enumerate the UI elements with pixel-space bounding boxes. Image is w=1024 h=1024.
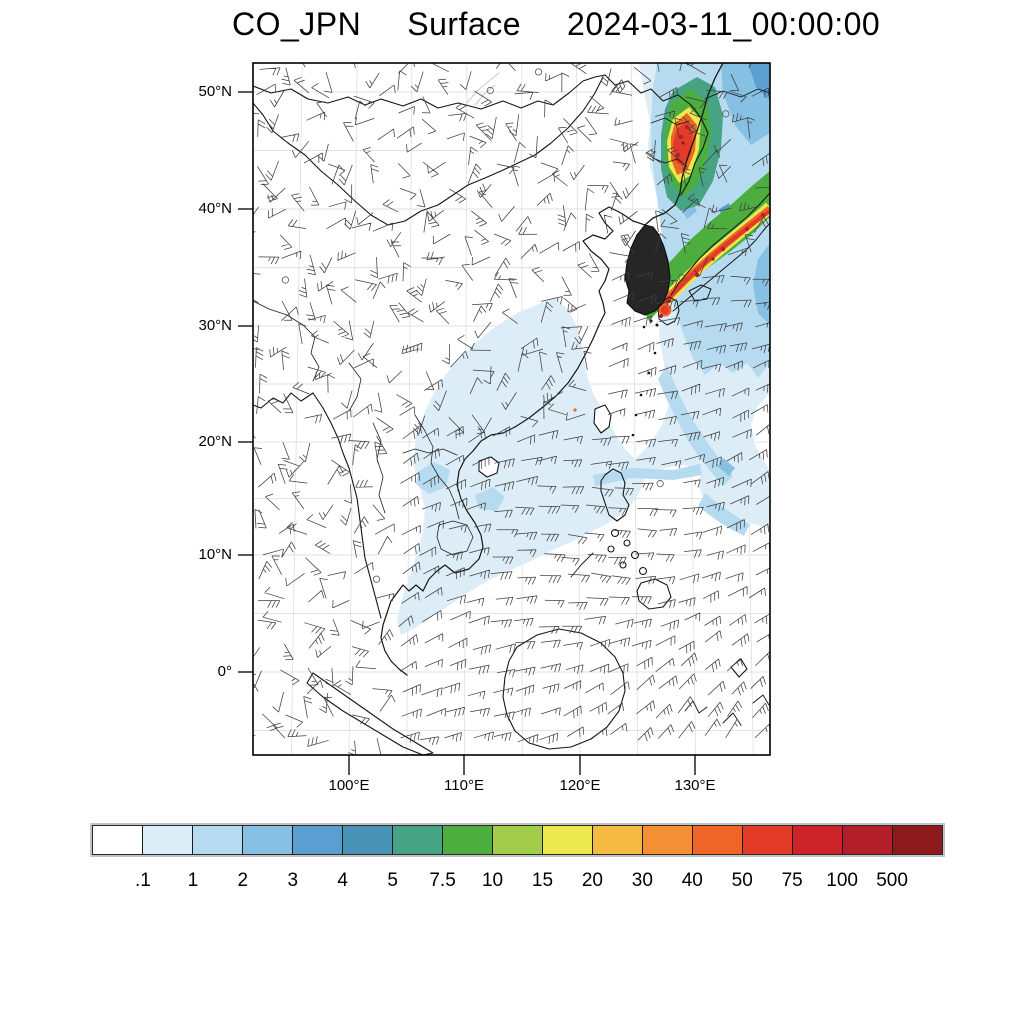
colorbar-cell-14: [743, 826, 793, 854]
colorbar-cell-13: [693, 826, 743, 854]
colorbar-level-label: 1: [187, 870, 199, 891]
colorbar-level-label: 2: [237, 870, 249, 891]
colorbar-level-label: 5: [387, 870, 398, 891]
colorbar-cell-8: [443, 826, 493, 854]
colorbar-cell-5: [293, 826, 343, 854]
colorbar-level-label: 40: [681, 870, 703, 891]
lat-tick-label: 30°N: [198, 317, 232, 334]
plot-title: CO_JPN Surface 2024-03-11_00:00:00: [232, 6, 952, 43]
coastline-layer: [253, 63, 770, 755]
lat-tick-label: 20°N: [198, 433, 232, 450]
colorbar-level-label: 10: [481, 870, 504, 891]
calm-wind-symbol: [534, 68, 543, 76]
colorbar-cell-7: [393, 826, 443, 854]
colorbar-level-label: 75: [781, 870, 803, 891]
colorbar-cell-1: [93, 826, 143, 854]
concentration-fill-layer: [397, 63, 770, 635]
lon-tick-label: 110°E: [444, 777, 484, 794]
title-variable: CO_JPN: [232, 6, 362, 42]
lat-tick-label: 10°N: [198, 546, 232, 563]
calm-wind-symbol: [372, 575, 381, 583]
calm-wind-symbol: [656, 480, 664, 488]
lon-tick-label: 130°E: [674, 777, 716, 794]
colorbar-cell-11: [593, 826, 643, 854]
map-frame: [238, 62, 771, 775]
lat-tick-label: 40°N: [198, 200, 232, 217]
colorbar-cell-9: [493, 826, 543, 854]
colorbar-level-label: 20: [581, 870, 603, 891]
colorbar-cell-10: [543, 826, 593, 854]
colorbar-cell-17: [893, 826, 942, 854]
colorbar-level-label: 50: [731, 870, 753, 891]
calm-wind-symbol: [722, 110, 730, 118]
calm-wind-symbol: [486, 86, 494, 95]
colorbar-cell-4: [243, 826, 293, 854]
colorbar-level-label: 4: [337, 870, 348, 891]
colorbar: [90, 823, 945, 857]
lon-tick-label: 120°E: [559, 777, 601, 794]
lon-tick-label: 100°E: [328, 777, 370, 794]
wind-barbs-layer: [253, 63, 770, 755]
colorbar-cell-15: [793, 826, 843, 854]
colorbar-level-label: 7.5: [429, 870, 456, 891]
colorbar-level-label: 500: [876, 870, 908, 891]
calm-wind-symbol: [678, 274, 686, 282]
colorbar-cell-6: [343, 826, 393, 854]
lat-tick-label: 0°: [217, 663, 232, 680]
colorbar-level-label: 15: [531, 870, 554, 891]
colorbar-cell-2: [143, 826, 193, 854]
title-level: Surface: [407, 6, 522, 42]
colorbar-level-label: 100: [826, 870, 858, 891]
lat-tick-label: 50°N: [198, 83, 232, 100]
title-datetime: 2024-03-11_00:00:00: [567, 6, 881, 42]
colorbar-level-label: 30: [631, 870, 653, 891]
colorbar-cell-12: [643, 826, 693, 854]
map-plot: [238, 62, 771, 775]
colorbar-level-label: 3: [287, 870, 299, 891]
colorbar-level-label: .1: [135, 870, 151, 891]
colorbar-cell-16: [843, 826, 893, 854]
map-panel: [238, 62, 771, 775]
calm-wind-symbol: [281, 276, 290, 284]
colorbar-cell-3: [193, 826, 243, 854]
